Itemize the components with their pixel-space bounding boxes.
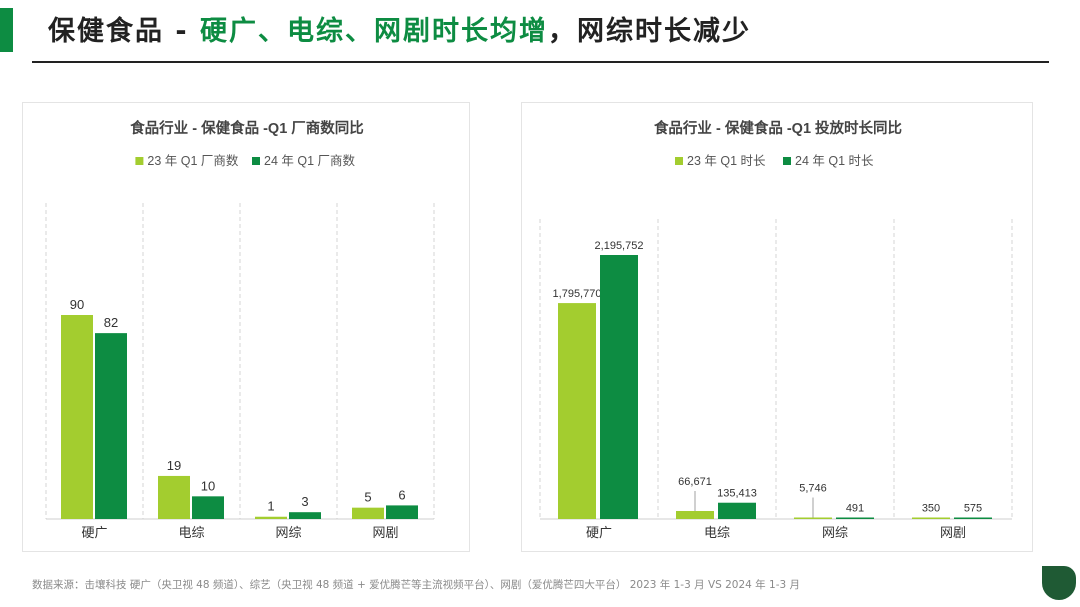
value-label-0-0: 1,795,770 [553,288,602,300]
bar-1-3 [386,505,418,519]
title-accent-bar [0,8,13,52]
title-prefix: 保健食品 - [48,16,201,47]
category-label-2: 网综 [275,525,301,540]
brand-logo-icon [1042,566,1076,600]
value-label-0-2: 1 [267,499,274,514]
legend-label-0: 23 年 Q1 厂商数 [147,153,238,168]
data-source-footer: 数据来源：击壤科技 硬广（央卫视 48 频道）、综艺（央卫视 48 频道 + 爱… [32,579,801,591]
chart-panel-vendors: 食品行业 - 保健食品 -Q1 厂商数同比 23 年 Q1 厂商数 24 年 Q1 … [22,102,470,552]
value-label-1-1: 135,413 [717,488,757,500]
legend-swatch-0 [135,157,144,165]
value-label-0-0: 90 [70,297,84,312]
value-label-1-2: 491 [846,503,864,515]
title-divider [32,61,1049,63]
chart-title: 食品行业 - 保健食品 -Q1 投放时长同比 [654,119,902,137]
bar-1-0 [95,333,127,519]
value-label-0-2: 5,746 [799,483,827,495]
bar-1-0 [600,255,638,519]
legend-swatch-1 [252,157,260,165]
category-label-1: 电综 [704,525,730,540]
bar-1-1 [192,496,224,519]
bar-1-1 [718,502,756,519]
chart-panel-duration: 食品行业 - 保健食品 -Q1 投放时长同比 23 年 Q1 时长 24 年 Q1 … [521,102,1033,552]
legend-swatch-0 [675,157,683,165]
category-label-0: 硬广 [81,525,107,540]
title-highlight: 硬广、电综、网剧时长均增 [200,16,549,47]
category-label-3: 网剧 [940,525,966,540]
bar-1-2 [289,512,321,519]
duration-chart: 食品行业 - 保健食品 -Q1 投放时长同比 23 年 Q1 时长 24 年 Q1 … [539,119,1013,540]
chart-legend: 23 年 Q1 厂商数 24 年 Q1 厂商数 [135,153,355,168]
legend-label-1: 24 年 Q1 厂商数 [264,153,355,168]
legend-label-1: 24 年 Q1 时长 [795,154,874,168]
category-label-3: 网剧 [372,525,398,540]
legend-label-0: 23 年 Q1 时长 [687,154,766,168]
bar-0-3 [352,507,384,519]
value-label-0-1: 66,671 [678,476,712,488]
value-label-1-2: 3 [301,494,308,509]
chart-title: 食品行业 - 保健食品 -Q1 厂商数同比 [130,119,364,137]
category-label-0: 硬广 [586,525,612,540]
value-label-0-1: 19 [167,458,181,473]
value-label-1-0: 82 [104,315,118,330]
bar-1-2 [836,517,874,519]
bar-0-3 [912,517,950,519]
value-label-1-3: 575 [964,503,982,515]
value-label-0-3: 5 [364,490,371,505]
bar-1-3 [954,517,992,519]
bar-0-0 [558,303,596,519]
category-label-2: 网综 [822,525,848,540]
category-label-1: 电综 [178,525,204,540]
chart-legend: 23 年 Q1 时长 24 年 Q1 时长 [675,154,874,168]
value-label-0-3: 350 [922,503,940,515]
value-label-1-1: 10 [201,478,215,493]
title-suffix: ，网综时长减少 [548,16,752,47]
vendor-count-chart: 食品行业 - 保健食品 -Q1 厂商数同比 23 年 Q1 厂商数 24 年 Q1 … [45,119,435,540]
bar-0-2 [255,516,287,519]
bar-0-1 [158,475,190,519]
bar-0-2 [794,517,832,519]
bar-0-0 [61,315,93,519]
value-label-1-3: 6 [398,487,405,502]
page-title: 保健食品 - 硬广、电综、网剧时长均增，网综时长减少 [48,10,751,54]
bar-0-1 [676,510,714,519]
legend-swatch-1 [783,157,791,165]
value-label-1-0: 2,195,752 [595,240,644,252]
